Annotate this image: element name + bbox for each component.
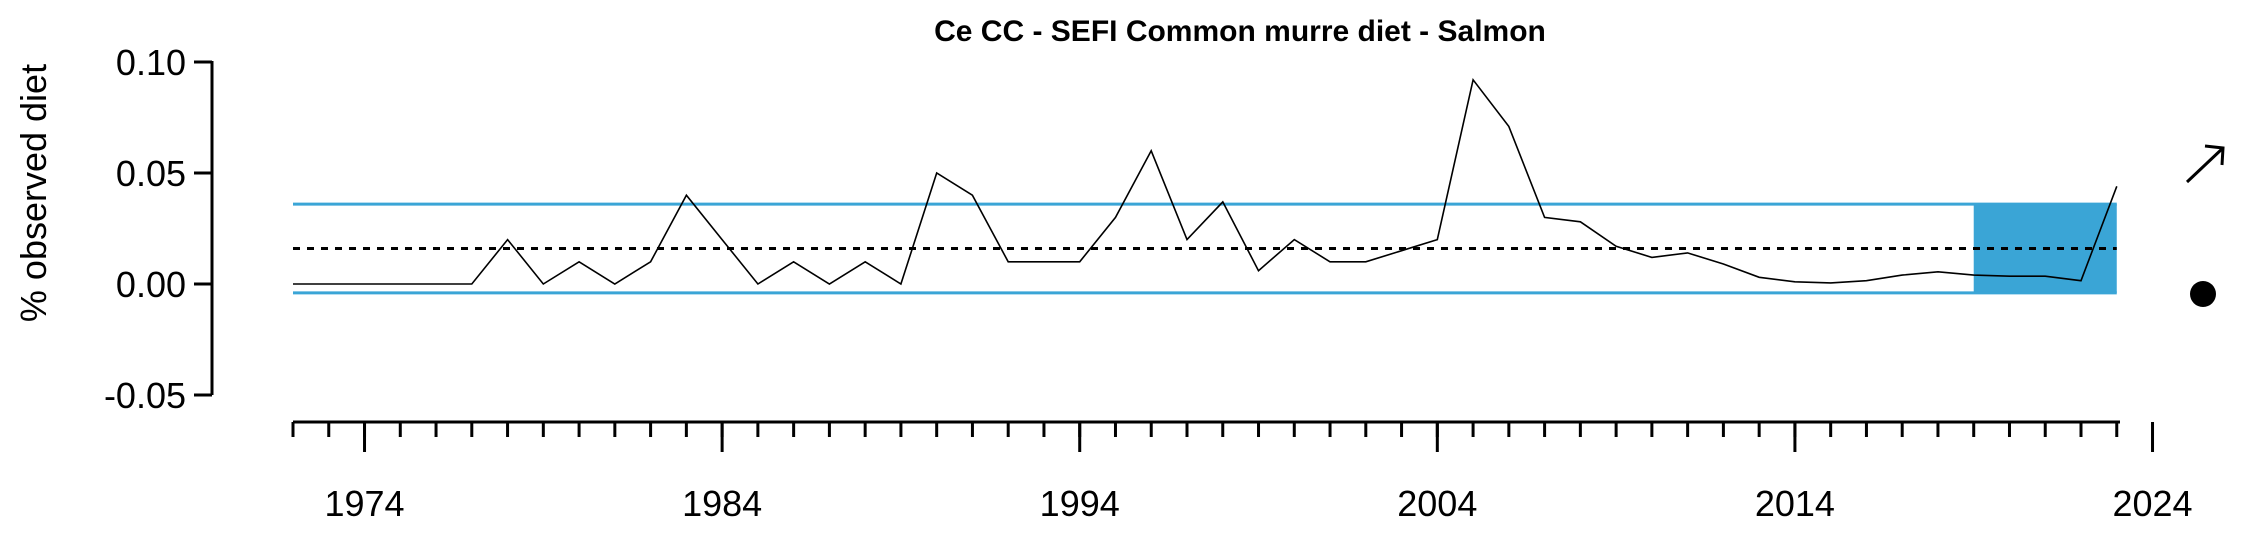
sd-band-layer xyxy=(293,202,2117,295)
x-tick-label: 2004 xyxy=(1397,483,1477,524)
x-tick-label: 1994 xyxy=(1040,483,1120,524)
series-line xyxy=(293,77,2118,286)
y-tick-label: -0.05 xyxy=(104,375,186,416)
y-tick-label: 0.00 xyxy=(116,264,186,305)
x-axis-ticks: 1974 1984 1994 2004 2014 2024 xyxy=(291,422,2193,524)
y-tick-label: 0.10 xyxy=(116,42,186,83)
mean-indicator-icon xyxy=(2190,281,2216,307)
x-tick-label: 1974 xyxy=(324,483,404,524)
chart-title: Ce CC - SEFI Common murre diet - Salmon xyxy=(934,15,1546,48)
x-tick-label: 1984 xyxy=(682,483,762,524)
y-axis-label: % observed diet xyxy=(13,64,54,322)
y-tick-label: 0.05 xyxy=(116,153,186,194)
y-axis-ticks: -0.05 0.00 0.05 0.10 xyxy=(104,42,212,416)
x-tick-label: 2014 xyxy=(1755,483,1835,524)
series-layer xyxy=(293,77,2118,286)
trend-arrow-icon xyxy=(2185,144,2225,184)
x-tick-label: 2024 xyxy=(2112,483,2192,524)
